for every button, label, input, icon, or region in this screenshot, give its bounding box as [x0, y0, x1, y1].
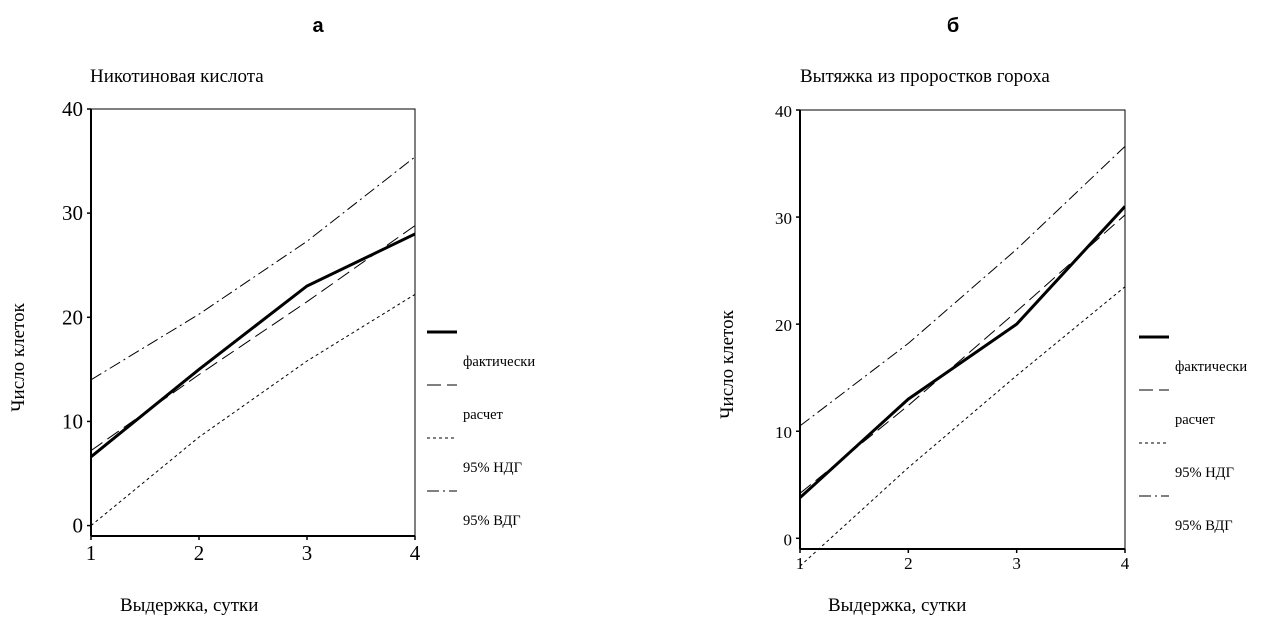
- panel-label: б: [947, 15, 959, 37]
- y-tick-label: 20: [62, 305, 83, 329]
- y-tick-label: 30: [775, 209, 792, 228]
- legend-label-2: расчет: [1175, 412, 1216, 428]
- y-tick-label: 40: [775, 102, 792, 121]
- series-line-4: [800, 146, 1125, 427]
- legend-label-4: 95% ВДГ: [1175, 518, 1233, 534]
- legend-label-1: фактически: [463, 354, 535, 370]
- x-tick-label: 1: [86, 541, 97, 565]
- x-axis-label: Выдержка, сутки: [120, 595, 258, 616]
- series-line-4: [91, 156, 415, 381]
- series-line-2: [91, 225, 415, 452]
- x-tick-label: 3: [302, 541, 313, 565]
- series-line-2: [800, 214, 1125, 494]
- plot-frame: [799, 109, 1126, 550]
- series-group: [800, 146, 1125, 567]
- legend-label-3: 95% НДГ: [1175, 465, 1234, 481]
- series-line-1: [91, 232, 415, 458]
- plot-frame: [90, 108, 416, 537]
- x-tick-label: 1: [796, 554, 805, 573]
- chart-panel-b: б Вытяжка из проростков гороха Выдержка, с…: [635, 0, 1270, 632]
- x-tick-label: 2: [194, 541, 205, 565]
- y-tick-label: 40: [62, 97, 83, 121]
- x-tick-label: 2: [904, 554, 913, 573]
- chart-title: Никотиновая кислота: [90, 66, 264, 87]
- y-tick-label: 0: [784, 530, 793, 549]
- y-axis-label: Число клеток: [717, 309, 738, 418]
- x-tick-label: 4: [410, 541, 421, 565]
- y-tick-label: 10: [775, 423, 792, 442]
- legend-label-4: 95% ВДГ: [463, 513, 521, 529]
- panel-label: а: [312, 15, 324, 37]
- series-group: [91, 156, 415, 526]
- chart-panel-a: а Никотиновая кислота Выдержка, сутки Число…: [8, 15, 535, 616]
- y-axis-label: Число клеток: [8, 302, 29, 411]
- x-tick-label: 3: [1012, 554, 1021, 573]
- x-tick-label: 4: [1121, 554, 1130, 573]
- series-line-1: [800, 205, 1125, 499]
- x-axis-label: Выдержка, сутки: [828, 595, 966, 616]
- legend-label-3: 95% НДГ: [463, 460, 522, 476]
- chart-b: б Вытяжка из проростков гороха Выдержка, с…: [717, 15, 1247, 616]
- y-tick-label: 0: [73, 514, 84, 538]
- chart-a: а Никотиновая кислота Выдержка, сутки Число…: [8, 15, 535, 616]
- chart-title: Вытяжка из проростков гороха: [800, 66, 1050, 87]
- y-tick-label: 30: [62, 201, 83, 225]
- series-line-3: [91, 293, 415, 526]
- series-line-3: [800, 286, 1125, 567]
- y-tick-label: 20: [775, 316, 792, 335]
- y-tick-label: 10: [62, 409, 83, 433]
- legend-label-1: фактически: [1175, 359, 1247, 375]
- legend-label-2: расчет: [463, 407, 504, 423]
